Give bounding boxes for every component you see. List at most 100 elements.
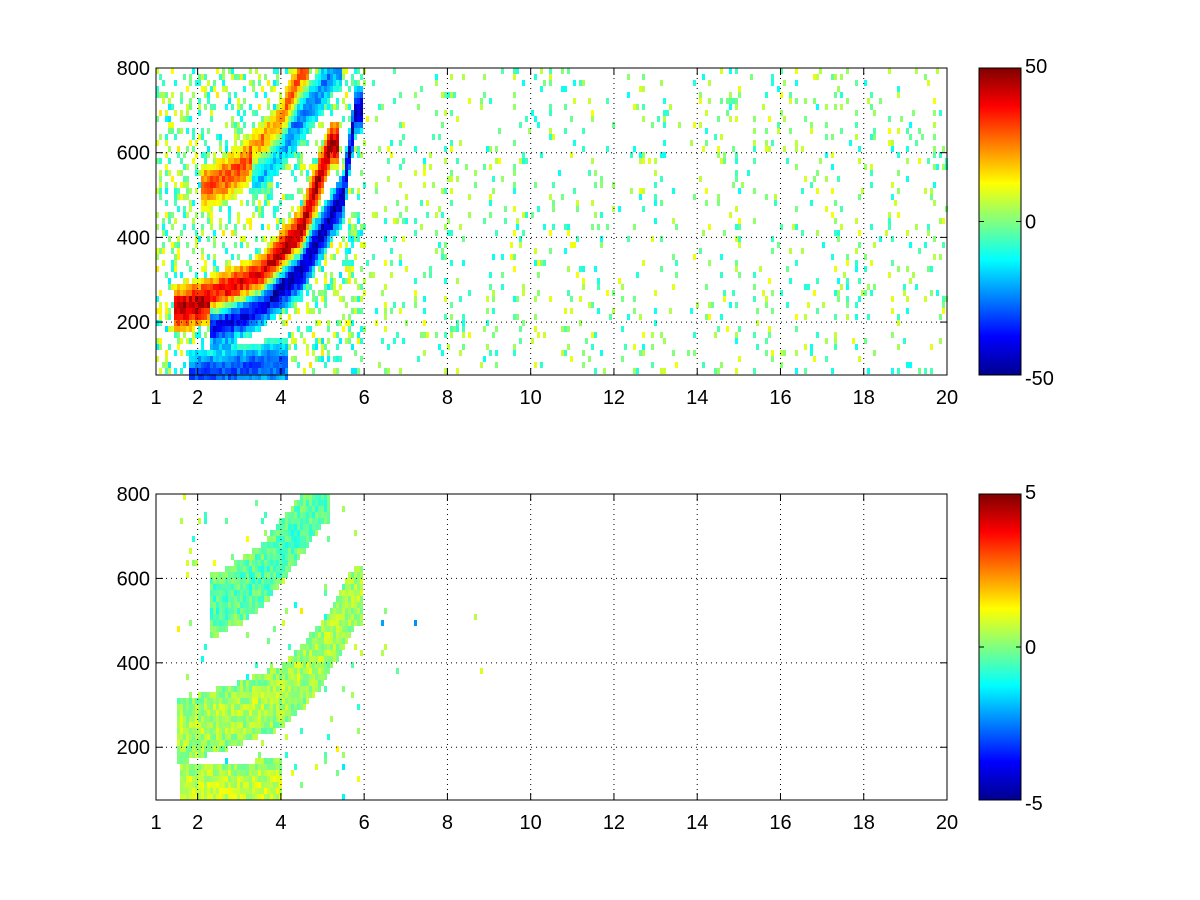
heatmap-cell [186,278,189,284]
heatmap-cell [321,176,324,182]
heatmap-cell [273,626,276,632]
heatmap-cell [249,296,252,302]
heatmap-cell [267,356,270,362]
heatmap-cell [258,752,261,758]
heatmap-cell [231,368,234,374]
heatmap-cell [255,710,258,716]
heatmap-cell [291,668,294,674]
heatmap-cell [936,68,939,74]
heatmap-cell [303,542,306,548]
heatmap-cell [336,614,339,620]
heatmap-cell [183,206,186,212]
heatmap-cell [312,272,315,278]
heatmap-cell [867,368,870,374]
heatmap-cell [222,374,225,380]
heatmap-cell [342,596,345,602]
heatmap-cell [231,296,234,302]
heatmap-cell [306,698,309,704]
heatmap-cell [276,338,279,344]
heatmap-cell [183,176,186,182]
heatmap-cell [270,344,273,350]
heatmap-cell [240,176,243,182]
heatmap-cell [195,152,198,158]
heatmap-cell [162,80,165,86]
heatmap-cell [255,572,258,578]
heatmap-cell [330,230,333,236]
heatmap-cell [324,254,327,260]
heatmap-cell [225,296,228,302]
heatmap-cell [249,278,252,284]
heatmap-cell [288,704,291,710]
heatmap-cell [339,224,342,230]
heatmap-cell [201,716,204,722]
heatmap-cell [333,644,336,650]
heatmap-cell [312,656,315,662]
heatmap-cell [765,92,768,98]
heatmap-cell [333,104,336,110]
heatmap-cell [171,68,174,74]
heatmap-cell [183,182,186,188]
heatmap-cell [327,92,330,98]
heatmap-cell [189,716,192,722]
heatmap-cell [222,716,225,722]
heatmap-cell [264,266,267,272]
heatmap-cell [243,368,246,374]
heatmap-cell [306,80,309,86]
heatmap-cell [258,122,261,128]
heatmap-cell [297,140,300,146]
heatmap-cell [204,740,207,746]
heatmap-cell [270,788,273,794]
heatmap-cell [231,716,234,722]
heatmap-cell [318,638,321,644]
heatmap-cell [264,794,267,800]
heatmap-cell [294,122,297,128]
heatmap-cell [246,140,249,146]
heatmap-cell [207,698,210,704]
heatmap-cell [390,260,393,266]
heatmap-cell [339,296,342,302]
heatmap-cell [198,350,201,356]
heatmap-cell [255,272,258,278]
heatmap-cell [405,206,408,212]
heatmap-cell [198,776,201,782]
heatmap-cell [489,212,492,218]
heatmap-cell [282,320,285,326]
heatmap-cell [273,356,276,362]
heatmap-cell [273,158,276,164]
heatmap-cell [321,110,324,116]
heatmap-cell [255,722,258,728]
heatmap-cell [234,92,237,98]
heatmap-cell [273,152,276,158]
heatmap-cell [312,116,315,122]
heatmap-cell [267,686,270,692]
heatmap-cell [318,80,321,86]
heatmap-cell [345,578,348,584]
heatmap-cell [771,236,774,242]
heatmap-cell [183,710,186,716]
heatmap-cell [402,302,405,308]
heatmap-cell [201,728,204,734]
heatmap-cell [189,374,192,380]
heatmap-cell [276,554,279,560]
heatmap-cell [231,188,234,194]
heatmap-cell [297,224,300,230]
heatmap-cell [360,608,363,614]
heatmap-cell [600,212,603,218]
heatmap-cell [267,308,270,314]
heatmap-cell [282,122,285,128]
heatmap-cell [570,242,573,248]
heatmap-cell [513,296,516,302]
heatmap-cell [351,272,354,278]
heatmap-cell [327,320,330,326]
heatmap-cell [285,530,288,536]
heatmap-cell [303,650,306,656]
heatmap-cell [249,590,252,596]
heatmap-cell [336,122,339,128]
heatmap-cell [690,140,693,146]
heatmap-cell [195,170,198,176]
heatmap-cell [246,554,249,560]
heatmap-cell [240,356,243,362]
heatmap-cell [291,512,294,518]
heatmap-cell [312,104,315,110]
heatmap-cell [495,326,498,332]
